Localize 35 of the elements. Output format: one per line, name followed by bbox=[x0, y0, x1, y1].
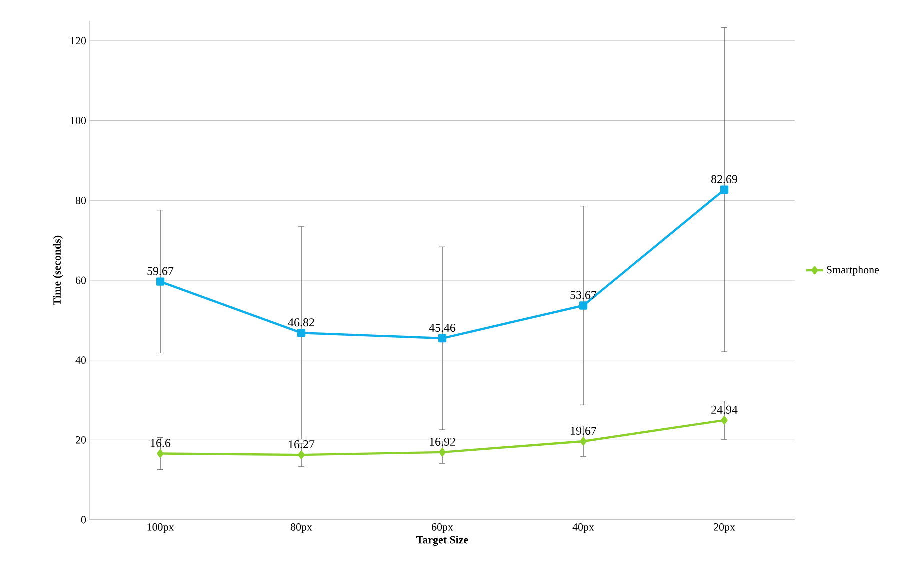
point bbox=[721, 416, 728, 425]
x-tick-label: 80px bbox=[290, 524, 312, 534]
point bbox=[297, 328, 306, 338]
point bbox=[156, 278, 165, 286]
x-tick-label: 40px bbox=[572, 524, 594, 534]
data-label: 19.67 bbox=[571, 426, 597, 436]
point bbox=[157, 450, 164, 458]
data-label: 46.82 bbox=[288, 318, 314, 327]
x-tick-label: 20px bbox=[714, 524, 736, 534]
y-tick-label: 80 bbox=[76, 196, 86, 204]
data-label: 16.6 bbox=[151, 439, 171, 448]
x-axis-title: Target Size bbox=[416, 536, 468, 546]
point bbox=[579, 302, 588, 310]
point bbox=[298, 450, 305, 460]
data-label: 16.27 bbox=[289, 440, 315, 449]
y-axis-title: Time (seconds) bbox=[53, 236, 64, 306]
y-tick-label: 60 bbox=[76, 276, 86, 284]
data-label: 59.67 bbox=[148, 267, 174, 276]
data-label: 82.69 bbox=[712, 175, 738, 184]
x-tick-label: 100px bbox=[148, 524, 174, 534]
y-tick-label: 100 bbox=[71, 117, 86, 124]
data-label: 16.92 bbox=[430, 438, 456, 446]
data-label: 24.94 bbox=[712, 406, 738, 414]
point bbox=[438, 334, 447, 343]
y-tick-label: 120 bbox=[71, 37, 86, 45]
y-tick-label: 20 bbox=[76, 436, 86, 444]
x-tick-label: 60px bbox=[432, 524, 454, 534]
legend-label: Smartphone bbox=[827, 266, 880, 276]
data-label: 53.67 bbox=[570, 291, 597, 300]
point bbox=[439, 448, 446, 457]
data-label: 45.46 bbox=[429, 324, 456, 332]
point bbox=[720, 186, 729, 194]
y-tick-label: 40 bbox=[76, 356, 86, 364]
y-tick-label: 0 bbox=[81, 516, 86, 524]
point bbox=[580, 437, 587, 446]
